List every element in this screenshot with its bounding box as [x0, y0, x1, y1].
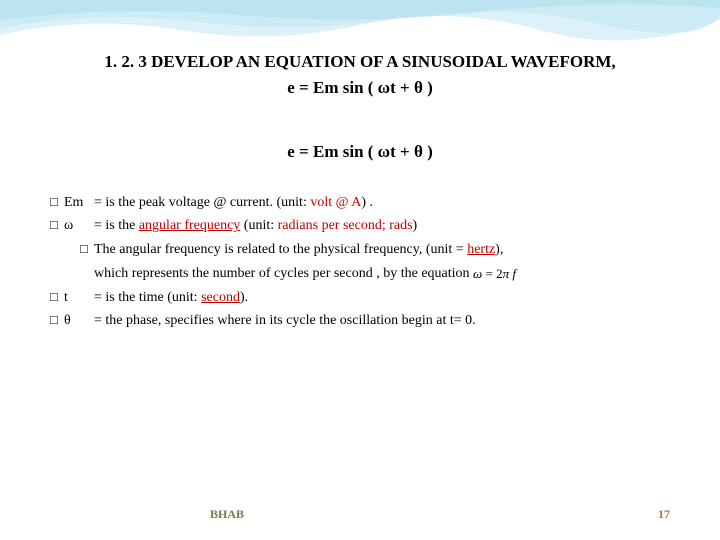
slide-subtitle: e = Em sin ( ωt + θ ): [50, 78, 670, 98]
bullet-sub-line2: which represents the number of cycles pe…: [50, 263, 670, 285]
footer-author: BHAB: [210, 507, 244, 522]
slide-title: 1. 2. 3 DEVELOP AN EQUATION OF A SINUSOI…: [50, 50, 670, 74]
inline-equation: ω = 2π f: [473, 264, 516, 284]
bullet-text: which represents the number of cycles pe…: [94, 263, 670, 285]
bullet-text: = is the angular frequency (unit: radian…: [94, 215, 670, 237]
bullet-text: = is the peak voltage @ current. (unit: …: [94, 192, 670, 214]
bullet-text: = is the time (unit: second).: [94, 287, 670, 309]
bullet-sub-line1: □ The angular frequency is related to th…: [50, 239, 670, 261]
bullet-text: = the phase, specifies where in its cycl…: [94, 310, 670, 332]
bullet-omega: □ ω = is the angular frequency (unit: ra…: [50, 215, 670, 237]
bullet-symbol: θ: [64, 310, 94, 332]
bullet-box-icon: □: [50, 310, 60, 330]
bullet-box-icon: □: [50, 192, 60, 212]
bullet-theta: □ θ = the phase, specifies where in its …: [50, 310, 670, 332]
bullet-text: The angular frequency is related to the …: [94, 239, 670, 261]
bullet-box-icon: □: [50, 287, 60, 307]
bullet-box-icon: □: [50, 215, 60, 235]
slide-content: 1. 2. 3 DEVELOP AN EQUATION OF A SINUSOI…: [0, 0, 720, 332]
bullet-symbol: Em: [64, 192, 94, 214]
main-equation: e = Em sin ( ωt + θ ): [50, 142, 670, 162]
bullet-box-icon: □: [80, 239, 90, 259]
bullet-em: □ Em = is the peak voltage @ current. (u…: [50, 192, 670, 214]
bullet-list: □ Em = is the peak voltage @ current. (u…: [50, 192, 670, 332]
bullet-symbol: t: [64, 287, 94, 309]
bullet-t: □ t = is the time (unit: second).: [50, 287, 670, 309]
footer-page-number: 17: [658, 507, 670, 522]
bullet-symbol: ω: [64, 215, 94, 237]
